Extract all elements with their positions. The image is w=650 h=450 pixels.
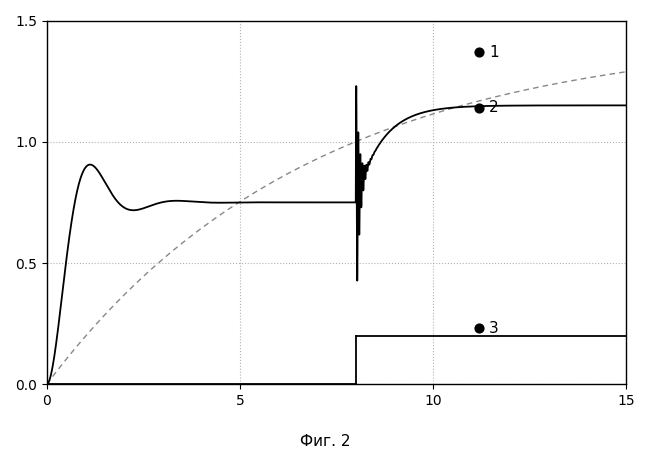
Text: 2: 2 [489, 100, 499, 115]
Point [474, 325, 485, 332]
Text: 3: 3 [489, 321, 499, 336]
Point [474, 104, 485, 112]
Point [474, 49, 485, 56]
Text: Фиг. 2: Фиг. 2 [300, 433, 350, 449]
Text: 1: 1 [489, 45, 499, 59]
